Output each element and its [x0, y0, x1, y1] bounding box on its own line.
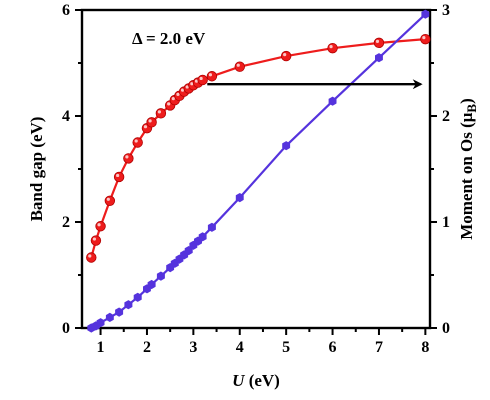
- series-point-1: [115, 307, 124, 317]
- series-point-1: [124, 300, 133, 310]
- series-point-highlight-0: [329, 45, 333, 49]
- left-y-axis-label: Band gap (eV): [27, 117, 46, 222]
- series-line-0: [90, 38, 426, 258]
- series-point-highlight-0: [190, 82, 194, 86]
- series-point-highlight-0: [171, 97, 175, 101]
- series-point-0: [95, 221, 106, 232]
- right-y-tick-label: 0: [442, 320, 450, 337]
- right-y-tick-label: 3: [442, 2, 450, 19]
- series-point-highlight-0: [116, 173, 120, 178]
- series-point-highlight-0: [134, 139, 138, 143]
- x-tick-label: 6: [329, 339, 337, 356]
- right-y-axis-label-sub: B: [464, 104, 479, 113]
- series-point-highlight-0: [199, 76, 203, 81]
- x-tick-label: 4: [236, 339, 244, 356]
- series-point-1: [282, 141, 291, 151]
- x-axis-label-var: U: [232, 371, 245, 390]
- series-point-1: [133, 292, 142, 302]
- series-point-0: [155, 108, 167, 119]
- series-point-1: [96, 318, 105, 328]
- series-point-highlight-0: [422, 36, 426, 40]
- series-point-0: [86, 252, 97, 263]
- series-point-0: [90, 235, 102, 246]
- series-point-1: [147, 279, 156, 290]
- series-point-highlight-0: [167, 102, 171, 106]
- x-tick-label: 8: [421, 339, 429, 356]
- series-point-0: [123, 153, 134, 164]
- series-point-1: [105, 312, 114, 322]
- x-tick-label: 7: [375, 339, 383, 356]
- series-point-0: [113, 171, 125, 183]
- series-point-highlight-0: [88, 254, 92, 258]
- left-y-axis-ticks: 0 2 4 6: [62, 2, 82, 337]
- series-point-highlight-0: [148, 119, 152, 123]
- series-point-1: [328, 96, 337, 106]
- left-y-tick-label: 4: [62, 108, 70, 125]
- series-point-0: [373, 37, 385, 49]
- series-point-0: [420, 33, 431, 45]
- series-point-1: [375, 53, 383, 63]
- x-tick-label: 2: [143, 339, 151, 356]
- x-axis-ticks: 1 2 3 4 5 6 7 8: [97, 328, 429, 356]
- series-point-highlight-0: [157, 110, 161, 114]
- x-axis-label-unit: (eV): [244, 371, 279, 390]
- series-point-highlight-0: [97, 223, 101, 227]
- series-point-1: [207, 222, 216, 232]
- series-point-highlight-0: [143, 125, 148, 129]
- series-point-1: [235, 193, 244, 203]
- series-layer: [86, 9, 431, 333]
- left-y-tick-label: 2: [62, 214, 70, 231]
- series-point-1: [198, 232, 207, 242]
- x-tick-label: 3: [189, 339, 197, 356]
- right-y-tick-label: 1: [442, 214, 450, 231]
- series-point-0: [132, 137, 143, 148]
- left-y-tick-label: 6: [62, 2, 70, 19]
- series-point-highlight-0: [185, 85, 189, 89]
- x-axis-label: U (eV): [232, 371, 280, 390]
- series-point-0: [104, 195, 116, 207]
- right-y-axis-ticks: 0 1 2 3: [430, 2, 450, 337]
- right-y-axis-label-prefix: Moment on Os (μ: [457, 112, 476, 240]
- series-point-0: [206, 71, 218, 82]
- series-point-highlight-0: [92, 237, 97, 241]
- left-y-tick-label: 0: [62, 320, 70, 337]
- series-point-0: [146, 117, 157, 128]
- series-point-highlight-0: [180, 88, 185, 92]
- right-y-tick-label: 2: [442, 108, 450, 125]
- right-y-axis-label: Moment on Os (μB): [457, 98, 479, 240]
- series-point-highlight-0: [236, 63, 240, 67]
- x-tick-label: 5: [282, 339, 290, 356]
- series-point-0: [280, 50, 292, 62]
- x-tick-label: 1: [97, 339, 105, 356]
- series-point-highlight-0: [176, 92, 180, 96]
- series-point-1: [421, 9, 430, 19]
- series-point-highlight-0: [106, 197, 110, 201]
- series-point-1: [156, 271, 165, 281]
- series-point-highlight-0: [125, 155, 129, 159]
- series-point-highlight-0: [194, 79, 199, 83]
- right-y-axis-label-suffix: ): [457, 98, 476, 104]
- series-point-0: [327, 42, 338, 54]
- series-point-highlight-0: [375, 39, 380, 43]
- series-point-0: [197, 74, 208, 86]
- delta-annotation: Δ = 2.0 eV: [132, 29, 206, 48]
- series-point-highlight-0: [283, 53, 287, 57]
- series-line-1: [90, 13, 427, 330]
- series-point-highlight-0: [208, 73, 213, 77]
- series-point-0: [234, 61, 245, 72]
